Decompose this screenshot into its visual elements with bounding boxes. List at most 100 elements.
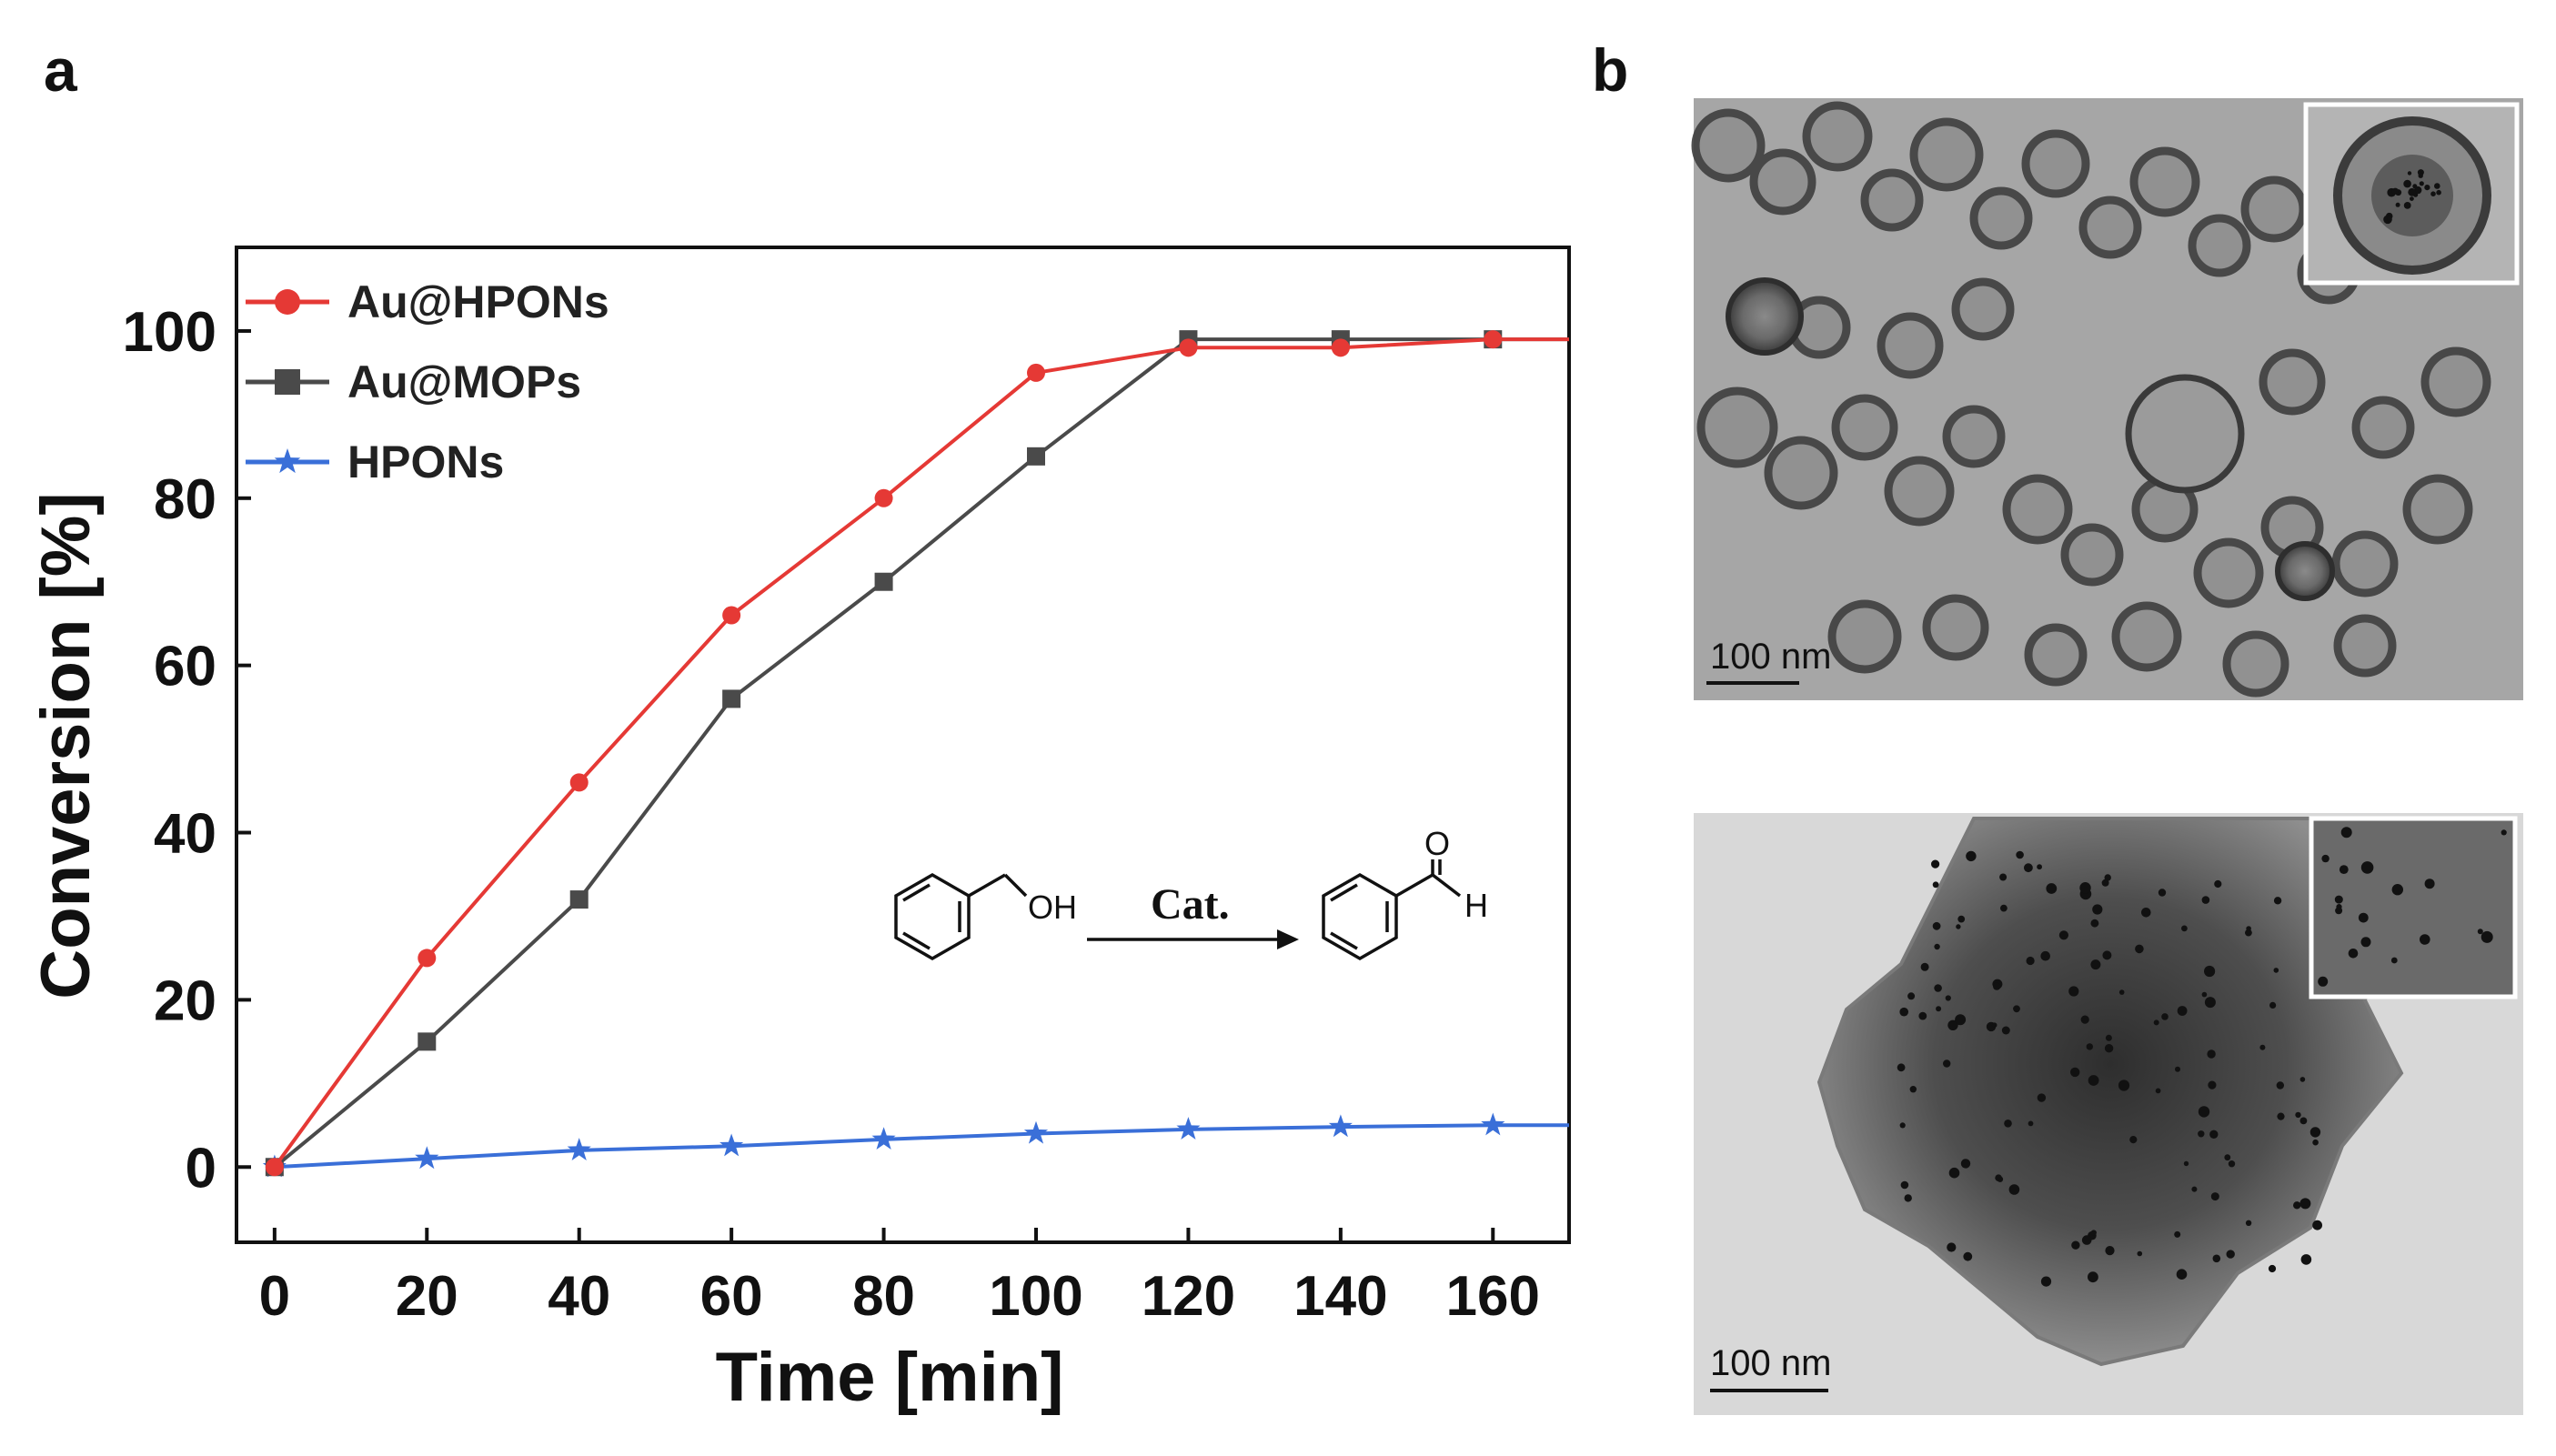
gold-nanoparticle (2191, 1186, 2198, 1192)
gold-nanoparticle (2208, 1080, 2217, 1089)
gold-nanoparticle (2101, 879, 2109, 887)
gold-nanoparticle (1936, 1006, 1942, 1012)
data-point-marker (1484, 330, 1503, 349)
x-tick-label: 120 (1142, 1265, 1235, 1328)
gold-nanoparticle (2358, 912, 2369, 923)
gold-nanoparticle (2309, 1127, 2321, 1138)
y-tick-label: 20 (154, 969, 216, 1032)
gold-nanoparticle (2419, 181, 2424, 186)
gold-nanoparticle (2403, 202, 2411, 209)
gold-nanoparticle (1909, 1086, 1917, 1093)
gold-nanoparticle (2129, 1136, 2138, 1144)
gold-nanoparticle (2321, 854, 2330, 863)
gold-nanoparticle (2418, 173, 2423, 178)
carbonyl-oxygen-label: O (1424, 825, 1450, 862)
gold-nanoparticle (2090, 919, 2099, 928)
legend: Au@HPONs Au@MOPs HPONs (246, 276, 609, 487)
series-line (273, 337, 1569, 1169)
gold-nanoparticle (2430, 191, 2436, 196)
gold-nanoparticle (2141, 908, 2151, 918)
y-tick-label: 0 (186, 1137, 216, 1200)
reaction-arrowhead (1277, 929, 1299, 949)
gold-nanoparticle (2339, 865, 2349, 874)
gold-nanoparticle (2024, 863, 2033, 873)
gold-nanoparticle (2299, 1198, 2311, 1210)
data-point-marker (265, 1158, 284, 1177)
gold-nanoparticle (2420, 934, 2430, 945)
tem-image-top: 100 nm (1691, 98, 2523, 700)
gold-nanoparticle (2058, 930, 2068, 940)
gold-nanoparticle (2410, 196, 2414, 202)
data-point-marker (1328, 1114, 1353, 1138)
gold-nanoparticle (2391, 884, 2403, 896)
gold-nanoparticle (2201, 991, 2208, 998)
tem-top-hollow-sphere (2125, 374, 2245, 494)
gold-nanoparticle (2334, 895, 2343, 904)
tem-top-texture (1691, 101, 2491, 698)
y-axis-ticks: 0 20 40 60 80 100 (123, 301, 251, 1200)
data-point-marker (1176, 1117, 1201, 1140)
gold-nanoparticle (2228, 1160, 2236, 1168)
gold-nanoparticle (2137, 1250, 2143, 1257)
gold-nanoparticle (2300, 1254, 2312, 1265)
legend-label: Au@MOPs (347, 356, 581, 407)
data-point-marker (415, 1146, 439, 1170)
tem-top-inset-particles (2383, 169, 2441, 225)
gold-nanoparticle (2028, 1120, 2034, 1127)
data-point-marker (720, 1133, 744, 1157)
gold-nanoparticle (2224, 1154, 2231, 1161)
gold-nanoparticle (1993, 982, 2001, 990)
gold-nanoparticle (1945, 995, 1951, 1001)
y-axis-title: Conversion [%] (27, 492, 105, 999)
gold-nanoparticle (2245, 929, 2252, 937)
gold-nanoparticle (2013, 1005, 2020, 1013)
gold-nanoparticle (2070, 1067, 2080, 1078)
gold-nanoparticle (2204, 965, 2216, 978)
gold-nanoparticle (2161, 1013, 2169, 1020)
data-point-marker (569, 773, 589, 792)
gold-nanoparticle (2318, 976, 2329, 987)
data-point-marker (874, 572, 893, 591)
gold-nanoparticle (2210, 1192, 2219, 1201)
plot-frame (235, 246, 1571, 1244)
gold-nanoparticle (2118, 1079, 2130, 1091)
gold-nanoparticle (2424, 185, 2430, 191)
gold-nanoparticle (2016, 850, 2024, 859)
data-point-marker (722, 606, 741, 625)
gold-nanoparticle (2501, 829, 2507, 836)
gold-nanoparticle (2040, 950, 2050, 961)
gold-nanoparticle (2477, 929, 2483, 935)
y-tick-label: 80 (154, 468, 216, 531)
gold-nanoparticle (2204, 997, 2216, 1009)
reaction-scheme: OH Cat. O H (894, 825, 1488, 961)
gold-nanoparticle (2391, 187, 2399, 195)
gold-nanoparticle (1934, 943, 1940, 950)
gold-nanoparticle (2181, 925, 2188, 932)
gold-nanoparticle (1960, 1159, 1971, 1169)
x-tick-label: 140 (1293, 1265, 1387, 1328)
gold-nanoparticle (2088, 1271, 2098, 1283)
data-point-marker (1481, 1112, 1505, 1136)
gold-nanoparticle (2269, 1001, 2277, 1009)
data-point-marker (1027, 363, 1045, 382)
gold-nanoparticle (2102, 950, 2112, 960)
panel-label-a: a (44, 36, 78, 104)
series-Au@HPONs (265, 330, 1569, 1177)
gold-nanoparticle (2092, 904, 2103, 915)
gold-nanoparticle (2424, 879, 2435, 889)
gold-nanoparticle (2104, 1044, 2114, 1053)
gold-nanoparticle (1999, 873, 2008, 881)
legend-label: HPONs (347, 437, 504, 487)
gold-nanoparticle (2118, 989, 2125, 995)
tem-top-particle-core (2275, 541, 2335, 601)
catalyst-label: Cat. (1151, 880, 1230, 929)
series-HPONs (262, 1112, 1569, 1178)
gold-nanoparticle (2360, 861, 2374, 874)
gold-nanoparticle (2158, 889, 2167, 897)
data-point-marker (1023, 1120, 1049, 1144)
data-point-marker (1027, 447, 1045, 466)
gold-nanoparticle (2037, 1093, 2047, 1102)
legend-item: Au@HPONs (246, 276, 609, 327)
gold-nanoparticle (2403, 179, 2411, 188)
